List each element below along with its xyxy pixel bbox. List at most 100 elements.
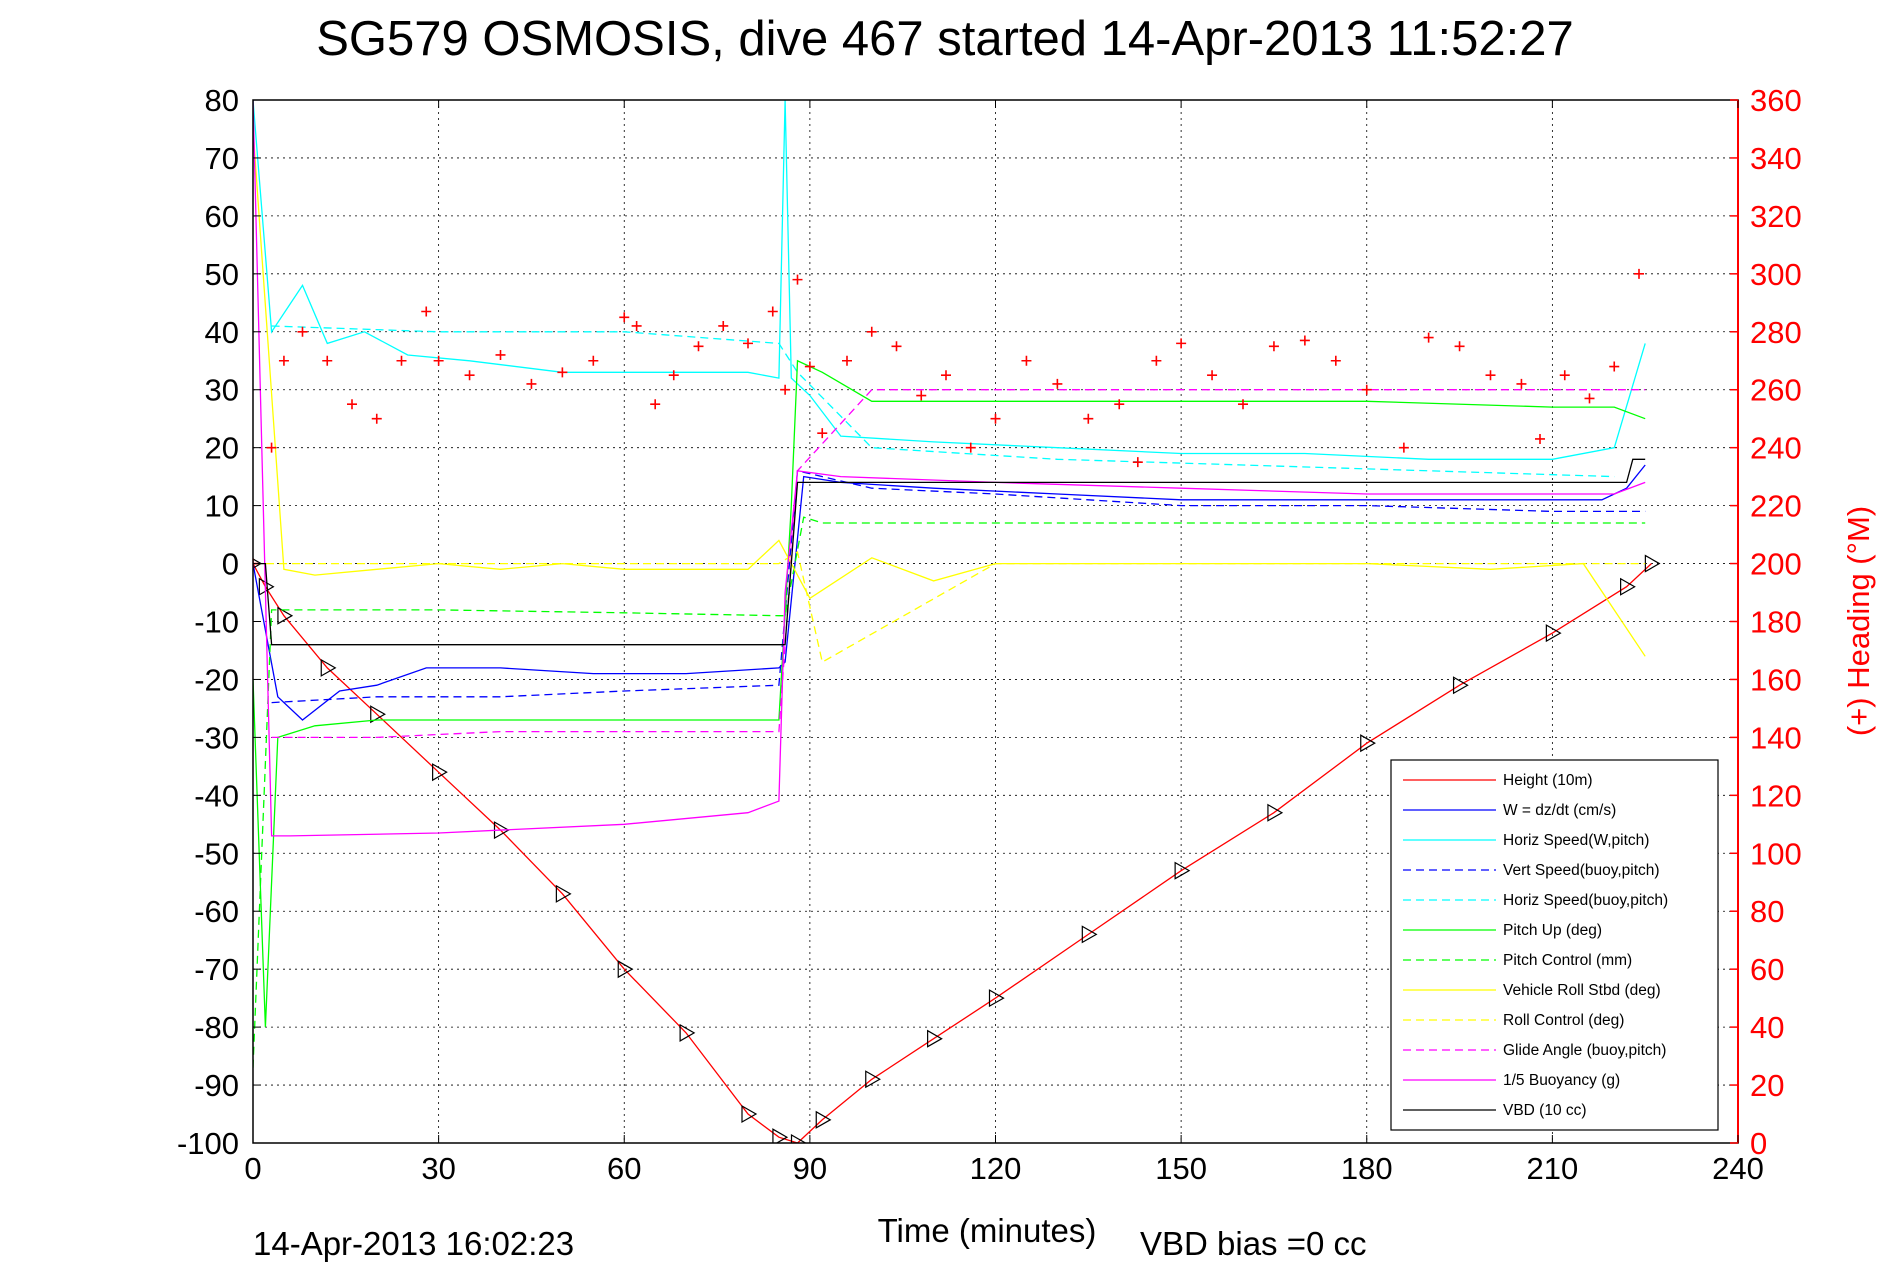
heading-marker bbox=[792, 274, 803, 285]
plot-area bbox=[253, 100, 1661, 1143]
y-tick-label: 0 bbox=[222, 547, 239, 582]
heading-marker bbox=[464, 370, 475, 381]
right-tick-label: 220 bbox=[1750, 489, 1802, 524]
series-pitch-control-mm bbox=[253, 516, 1646, 1068]
heading-marker bbox=[1584, 393, 1595, 404]
y-tick-label: -100 bbox=[177, 1126, 239, 1161]
y-tick-label: -40 bbox=[194, 778, 239, 813]
heading-marker bbox=[1299, 335, 1310, 346]
heading-marker bbox=[1132, 457, 1143, 468]
right-axis-label: (+) Heading (°M) bbox=[1841, 506, 1876, 736]
y-tick-label: 40 bbox=[205, 315, 239, 350]
heading-marker bbox=[1398, 442, 1409, 453]
heading-marker bbox=[941, 370, 951, 381]
right-tick-label: 40 bbox=[1750, 1010, 1784, 1045]
heading-marker bbox=[916, 390, 927, 401]
heading-marker bbox=[396, 355, 407, 366]
heading-marker bbox=[1535, 433, 1545, 444]
heading-marker bbox=[1485, 370, 1496, 381]
x-axis-label: Time (minutes) bbox=[878, 1212, 1097, 1249]
heading-marker bbox=[619, 312, 630, 323]
heading-marker bbox=[495, 349, 506, 360]
series-vbd-10-cc bbox=[253, 458, 1646, 646]
right-tick-label: 280 bbox=[1750, 315, 1802, 350]
heading-marker bbox=[780, 384, 791, 395]
legend-label: Height (10m) bbox=[1503, 772, 1593, 789]
heading-marker bbox=[421, 306, 432, 317]
series-group bbox=[253, 100, 1661, 1143]
legend-label: Vert Speed(buoy,pitch) bbox=[1503, 862, 1660, 879]
heading-marker bbox=[1454, 341, 1465, 352]
heading-marker bbox=[1176, 338, 1187, 349]
heading-marker bbox=[526, 378, 537, 389]
legend-label: 1/5 Buoyancy (g) bbox=[1503, 1072, 1620, 1089]
heading-marker bbox=[767, 306, 778, 317]
x-tick-label: 150 bbox=[1155, 1151, 1207, 1186]
right-tick-label: 200 bbox=[1750, 547, 1802, 582]
heading-marker bbox=[1361, 384, 1372, 395]
right-tick-label: 60 bbox=[1750, 952, 1784, 987]
right-tick-label: 80 bbox=[1750, 894, 1784, 929]
heading-marker bbox=[1634, 268, 1644, 279]
height-marker bbox=[1644, 554, 1661, 573]
series-pitch-up-deg bbox=[253, 359, 1646, 1028]
series-horiz-speed-buoy-pitch bbox=[271, 325, 1615, 478]
x-tick-label: 120 bbox=[970, 1151, 1022, 1186]
right-tick-label: 320 bbox=[1750, 199, 1802, 234]
heading-marker bbox=[718, 320, 729, 331]
height-marker bbox=[741, 1104, 758, 1124]
right-tick-label: 160 bbox=[1750, 662, 1802, 697]
height-marker bbox=[772, 1128, 789, 1143]
heading-marker bbox=[891, 341, 902, 352]
legend-label: Pitch Control (mm) bbox=[1503, 952, 1632, 969]
x-tick-label: 210 bbox=[1527, 1151, 1579, 1186]
height-marker bbox=[679, 1023, 696, 1042]
x-tick-label: 0 bbox=[244, 1151, 261, 1186]
right-tick-label: 0 bbox=[1750, 1126, 1767, 1161]
height-marker bbox=[865, 1070, 881, 1089]
heading-marker bbox=[1021, 355, 1032, 366]
series-vert-speed-buoy-pitch bbox=[271, 469, 1646, 704]
heading-marker bbox=[1114, 399, 1125, 410]
chart-title: SG579 OSMOSIS, dive 467 started 14-Apr-2… bbox=[316, 12, 1574, 66]
y-tick-label: 50 bbox=[205, 257, 239, 292]
height-marker bbox=[320, 658, 337, 677]
y-tick-label: 10 bbox=[205, 489, 239, 524]
y-tick-label: 60 bbox=[205, 199, 239, 234]
legend: Height (10m) W = dz/dt (cm/s) Horiz Speed(… bbox=[1390, 759, 1719, 1131]
right-tick-label: 140 bbox=[1750, 720, 1802, 755]
heading-marker bbox=[1609, 361, 1620, 372]
legend-box bbox=[1390, 759, 1719, 1131]
x-tick-label: 240 bbox=[1712, 1151, 1764, 1186]
height-marker bbox=[555, 884, 572, 903]
series-glide-angle-buoy-pitch bbox=[271, 389, 1646, 739]
y-tick-label: -90 bbox=[194, 1068, 239, 1103]
right-tick-label: 120 bbox=[1750, 778, 1802, 813]
right-tick-label: 180 bbox=[1750, 605, 1802, 640]
height-marker bbox=[432, 763, 448, 782]
heading-marker bbox=[1151, 355, 1162, 366]
right-tick-label: 260 bbox=[1750, 373, 1802, 408]
heading-marker bbox=[1052, 378, 1063, 389]
right-tick-label: 100 bbox=[1750, 836, 1802, 871]
height-marker bbox=[1545, 624, 1562, 643]
heading-marker bbox=[804, 361, 815, 372]
y-tick-label: 80 bbox=[205, 83, 239, 118]
right-tick-label: 300 bbox=[1750, 257, 1802, 292]
height-marker bbox=[617, 960, 634, 979]
y-tick-label: -10 bbox=[194, 605, 239, 640]
heading-marker bbox=[266, 442, 277, 453]
height-marker bbox=[988, 989, 1005, 1008]
series-roll-control-deg bbox=[253, 550, 1646, 664]
heading-marker bbox=[371, 413, 382, 424]
y-tick-label: -20 bbox=[194, 662, 239, 697]
axes: 0 30 60 90 120 150 180 210 24080706050403020100-… bbox=[177, 83, 1802, 1186]
x-tick-label: 30 bbox=[421, 1151, 455, 1186]
heading-marker bbox=[297, 326, 308, 337]
heading-marker bbox=[1423, 332, 1434, 343]
height-marker bbox=[1267, 803, 1284, 822]
heading-marker bbox=[693, 341, 704, 352]
heading-marker bbox=[743, 338, 753, 349]
heading-marker bbox=[1238, 399, 1248, 410]
